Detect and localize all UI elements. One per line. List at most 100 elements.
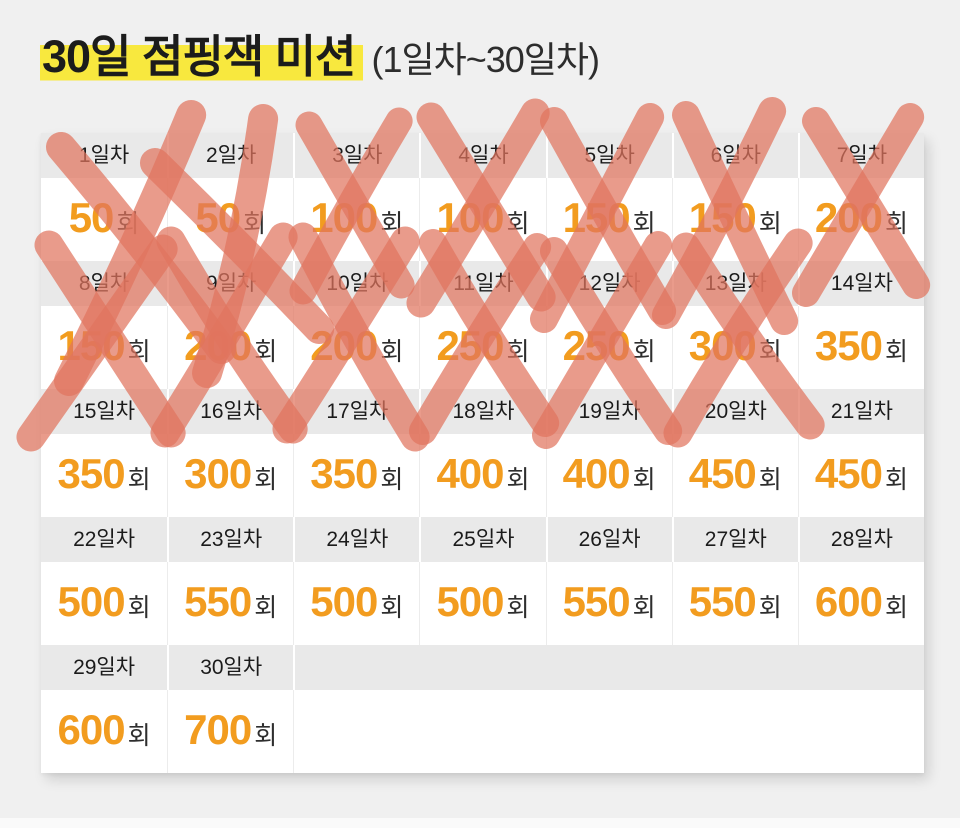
day-label: 13일차 [704, 272, 767, 295]
count-unit: 회 [380, 210, 404, 238]
day-header-cell: 17일차 [293, 389, 420, 434]
day-count-cell: 500 회 [293, 562, 420, 645]
count-unit: 회 [758, 466, 782, 494]
count-unit: 회 [884, 594, 908, 622]
day-label: 3일차 [332, 144, 383, 167]
day-header-cell: 3일차 [293, 133, 420, 178]
count-value: 200 [310, 322, 378, 369]
day-header-cell: 9일차 [167, 261, 294, 306]
count-value: 550 [562, 578, 631, 625]
day-count-cell: 200 회 [167, 306, 294, 389]
mission-table: 1일차 2일차 3일차 4일차 5일차 6일차 7일차 50 회 50 회 100 회 100 회 150 회 1… [16, 97, 930, 773]
count-value: 450 [688, 450, 757, 497]
day-count-cell: 400 회 [545, 434, 672, 517]
day-count-cell: 400 회 [419, 434, 546, 517]
day-header-cell: 14일차 [797, 261, 924, 306]
day-count-cell: 450 회 [671, 434, 798, 517]
day-header-cell: 19일차 [545, 389, 672, 434]
count-value: 250 [436, 322, 504, 369]
day-count-cell: 50 회 [167, 178, 294, 261]
day-label: 7일차 [836, 144, 888, 167]
day-label: 5일차 [584, 144, 635, 167]
day-label: 23일차 [200, 528, 263, 551]
count-unit: 회 [884, 210, 908, 238]
day-count-cell: 150 회 [41, 306, 168, 389]
count-value: 100 [310, 194, 378, 241]
day-count-cell: 200 회 [293, 306, 420, 389]
count-unit: 회 [127, 594, 151, 622]
day-header-cell: 7일차 [797, 133, 924, 178]
day-label: 14일차 [830, 272, 893, 295]
day-count-cell: 350 회 [797, 306, 924, 389]
count-unit: 회 [116, 210, 140, 238]
count-unit: 회 [506, 594, 530, 622]
day-header-cell: 5일차 [545, 133, 672, 178]
count-unit: 회 [380, 594, 404, 622]
empty-count-cell [545, 690, 672, 773]
count-unit: 회 [632, 338, 656, 366]
day-header-cell: 27일차 [671, 517, 798, 562]
day-count-cell: 500 회 [419, 562, 546, 645]
day-label: 4일차 [458, 144, 509, 167]
day-count-cell: 450 회 [797, 434, 924, 517]
day-count-cell: 100 회 [293, 178, 420, 261]
day-label: 15일차 [73, 400, 136, 423]
day-count-cell: 700 회 [167, 690, 294, 773]
count-unit: 회 [243, 210, 267, 238]
count-unit: 회 [632, 210, 656, 238]
bottom-strip [0, 818, 960, 828]
day-label: 30일차 [200, 656, 263, 679]
day-header-cell: 30일차 [167, 645, 294, 690]
count-value: 400 [436, 450, 504, 497]
table-row-group: 1일차 2일차 3일차 4일차 5일차 6일차 7일차 50 회 50 회 100 회 100 회 150 회 1… [41, 97, 930, 396]
page-title: 30일 점핑잭 미션 (1일차~30일차) [40, 26, 600, 91]
empty-header-cell [671, 645, 798, 690]
day-header-cell: 2일차 [167, 133, 294, 178]
day-header-cell: 15일차 [41, 389, 168, 434]
day-header-cell: 6일차 [671, 133, 798, 178]
count-unit: 회 [127, 722, 151, 750]
count-unit: 회 [254, 722, 278, 750]
count-value: 150 [562, 194, 631, 241]
day-header-cell: 29일차 [41, 645, 168, 690]
count-value: 150 [57, 322, 126, 369]
day-header-cell: 16일차 [167, 389, 294, 434]
day-label: 9일차 [206, 272, 257, 295]
count-unit: 회 [506, 466, 530, 494]
empty-count-cell [293, 690, 420, 773]
count-value: 350 [814, 322, 883, 369]
count-value: 100 [436, 194, 504, 241]
count-unit: 회 [758, 210, 782, 238]
day-count-cell: 600 회 [797, 562, 924, 645]
day-header-cell: 4일차 [419, 133, 546, 178]
count-value: 500 [436, 578, 504, 625]
day-label: 25일차 [452, 528, 515, 551]
day-count-cell: 300 회 [167, 434, 294, 517]
count-unit: 회 [884, 466, 908, 494]
day-count-cell: 150 회 [671, 178, 798, 261]
day-header-cell: 26일차 [545, 517, 672, 562]
day-label: 18일차 [452, 400, 515, 423]
day-count-cell: 50 회 [41, 178, 168, 261]
day-count-cell: 250 회 [419, 306, 546, 389]
day-label: 1일차 [78, 144, 130, 167]
count-unit: 회 [254, 466, 278, 494]
day-label: 26일차 [578, 528, 641, 551]
count-unit: 회 [506, 210, 530, 238]
day-label: 2일차 [206, 144, 257, 167]
table-row-group: 29일차 30일차 600 회 700 회 [41, 645, 924, 773]
empty-header-cell [419, 645, 546, 690]
count-value: 450 [814, 450, 883, 497]
count-value: 50 [195, 194, 241, 241]
day-header-cell: 11일차 [419, 261, 546, 306]
day-label: 19일차 [578, 400, 641, 423]
count-value: 350 [310, 450, 378, 497]
empty-header-cell [797, 645, 924, 690]
day-count-cell: 150 회 [545, 178, 672, 261]
count-unit: 회 [254, 338, 278, 366]
count-value: 200 [814, 194, 883, 241]
day-label: 22일차 [73, 528, 136, 551]
count-unit: 회 [758, 338, 782, 366]
day-label: 6일차 [710, 144, 761, 167]
